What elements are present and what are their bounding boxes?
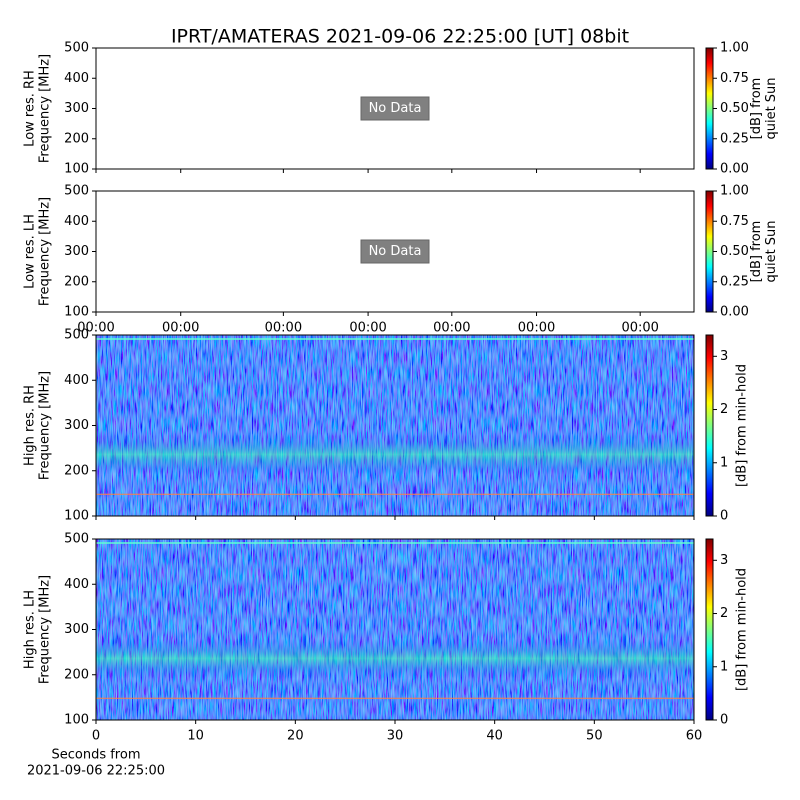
y-axis-label: Frequency [MHz] — [38, 54, 53, 163]
x-tick-label: 10 — [187, 729, 204, 744]
colorbar-label: quiet Sun — [764, 220, 779, 282]
x-tick-label: 0 — [92, 729, 100, 744]
colorbar-label: [dB] from — [749, 78, 764, 140]
colorbar-tick-label: 0 — [720, 509, 728, 524]
x-tick-label: 00:00 — [162, 321, 199, 336]
y-axis-label: Frequency [MHz] — [38, 371, 53, 480]
colorbar-tick-label: 0.25 — [720, 131, 749, 146]
colorbar-tick-label: 0 — [720, 713, 728, 728]
colorbar-tick-label: 1 — [720, 455, 728, 470]
spectrogram-band — [96, 638, 694, 679]
spectrogram-texture — [96, 335, 694, 516]
x-tick-label: 00:00 — [433, 321, 470, 336]
colorbar-tick-label: 0.25 — [720, 274, 749, 289]
y-tick-label: 400 — [64, 214, 89, 229]
colorbar — [705, 538, 714, 721]
annotation: No Data — [369, 101, 422, 116]
x-tick-label: 30 — [387, 729, 404, 744]
colorbar-tick-label: 3 — [720, 349, 728, 364]
colorbar-tick-label: 1 — [720, 659, 728, 674]
y-tick-label: 200 — [64, 667, 89, 682]
y-tick-label: 500 — [64, 532, 89, 547]
y-tick-label: 100 — [64, 713, 89, 728]
colorbar-tick-label: 2 — [720, 606, 728, 621]
colorbar-label: [dB] from min-hold — [735, 364, 750, 487]
annotation: No Data — [369, 244, 422, 259]
no-data-box: No Data — [360, 239, 430, 264]
y-tick-label: 100 — [64, 509, 89, 524]
colorbar-tick-label: 1.00 — [720, 184, 749, 199]
chart-title: IPRT/AMATERAS 2021-09-06 22:25:00 [UT] 0… — [171, 26, 629, 48]
y-tick-label: 100 — [64, 305, 89, 320]
y-tick-label: 200 — [64, 274, 89, 289]
x-tick-label: 40 — [486, 729, 503, 744]
y-tick-label: 500 — [64, 41, 89, 56]
y-axis-label: Frequency [MHz] — [38, 197, 53, 306]
y-tick-label: 300 — [64, 622, 89, 637]
x-tick-label: 00:00 — [265, 321, 302, 336]
annotation-box — [360, 96, 430, 121]
spectrogram-band — [96, 434, 694, 475]
y-tick-label: 500 — [64, 328, 89, 343]
y-tick-label: 300 — [64, 418, 89, 433]
x-tick-label: 50 — [586, 729, 603, 744]
colorbar-tick-label: 0.75 — [720, 214, 749, 229]
colorbar-tick-label: 1.00 — [720, 41, 749, 56]
colorbar-tick-label: 0.75 — [720, 71, 749, 86]
y-axis-label: High res. RH — [23, 385, 38, 466]
x-tick-label: 00:00 — [349, 321, 386, 336]
y-axis-label: Low res. LH — [23, 214, 38, 289]
y-tick-label: 200 — [64, 463, 89, 478]
y-tick-label: 400 — [64, 373, 89, 388]
colorbar-label: quiet Sun — [764, 77, 779, 139]
annotation-box — [360, 239, 430, 264]
colorbar-tick-label: 0.50 — [720, 244, 749, 259]
x-axis-label: 2021-09-06 22:25:00 — [27, 764, 165, 779]
y-tick-label: 200 — [64, 131, 89, 146]
no-data-box: No Data — [360, 96, 430, 121]
colorbar-tick-label: 3 — [720, 553, 728, 568]
colorbar-tick-label: 0.00 — [720, 162, 749, 177]
colorbar — [705, 190, 714, 313]
y-axis-label: Low res. RH — [23, 70, 38, 147]
y-axis-label: Frequency [MHz] — [38, 575, 53, 684]
colorbar-tick-label: 0.50 — [720, 101, 749, 116]
x-tick-label: 20 — [287, 729, 304, 744]
y-tick-label: 500 — [64, 184, 89, 199]
x-tick-label: 00:00 — [518, 321, 555, 336]
y-tick-label: 400 — [64, 71, 89, 86]
colorbar-label: [dB] from — [749, 221, 764, 283]
colorbar-tick-label: 0.00 — [720, 305, 749, 320]
y-axis-label: High res. LH — [23, 590, 38, 669]
colorbar — [705, 334, 714, 517]
y-tick-label: 300 — [64, 244, 89, 259]
x-tick-label: 00:00 — [621, 321, 658, 336]
colorbar — [705, 47, 714, 170]
y-tick-label: 100 — [64, 162, 89, 177]
colorbar-tick-label: 2 — [720, 402, 728, 417]
spectrogram-texture — [96, 539, 694, 720]
y-tick-label: 300 — [64, 101, 89, 116]
y-tick-label: 400 — [64, 577, 89, 592]
x-tick-label: 60 — [686, 729, 703, 744]
colorbar-label: [dB] from min-hold — [735, 568, 750, 691]
x-axis-label: Seconds from — [51, 748, 140, 763]
x-tick-label: 00:00 — [77, 321, 114, 336]
